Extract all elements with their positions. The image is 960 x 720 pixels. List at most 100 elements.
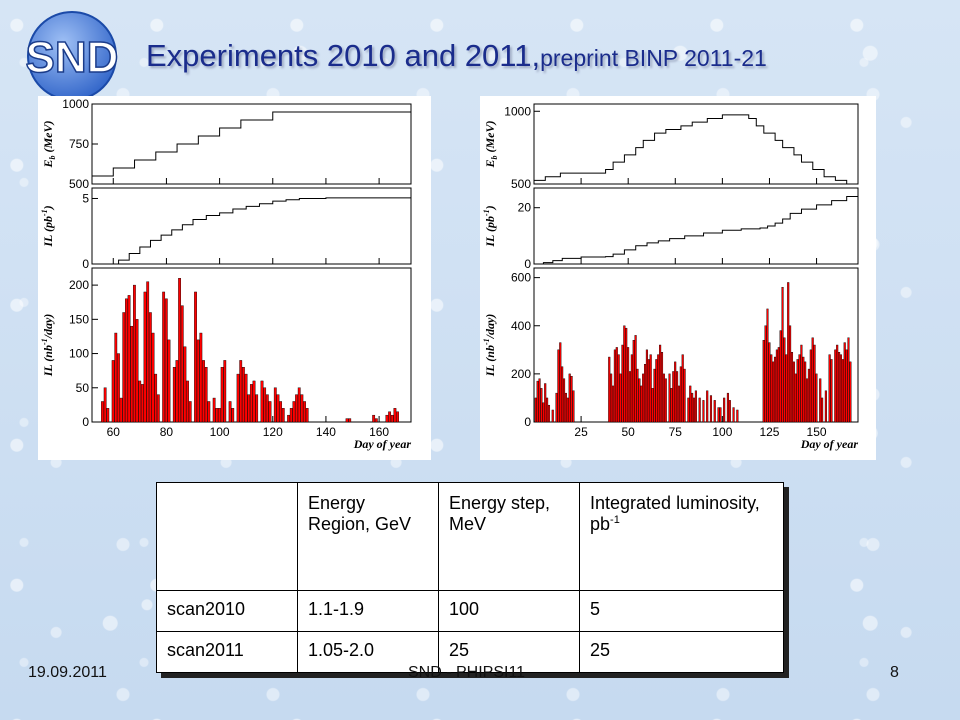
luminosity-bar: [551, 409, 554, 423]
slide-title: Experiments 2010 and 2011,preprint BINP …: [146, 38, 767, 74]
y-tick-label: 100: [69, 347, 89, 361]
y-axis-label-part: IL (pb: [41, 216, 55, 248]
luminosity-bar: [689, 385, 692, 423]
slide-title-main: Experiments 2010 and 2011,: [146, 38, 541, 73]
luminosity-bar: [723, 397, 726, 423]
luminosity-bar: [559, 342, 562, 423]
luminosity-bar: [611, 385, 615, 423]
y-tick-label: 0: [524, 415, 531, 429]
luminosity-bar: [167, 339, 171, 423]
luminosity-bar: [547, 404, 551, 423]
luminosity-bar: [180, 305, 184, 423]
luminosity-bar: [619, 373, 622, 423]
luminosity-bar: [570, 376, 573, 423]
luminosity-bar: [561, 366, 564, 423]
luminosity-bar: [794, 373, 797, 423]
y-axis-label-part: -1: [482, 338, 491, 345]
luminosity-bar: [154, 373, 158, 423]
luminosity-bar: [768, 342, 771, 423]
table-header-blank: [156, 482, 298, 591]
luminosity-bar: [679, 366, 682, 423]
snd-logo-text: SND: [26, 33, 119, 82]
luminosity-bar: [348, 418, 352, 423]
luminosity-bar: [566, 397, 569, 423]
slide-title-sub: preprint BINP 2011-21: [540, 45, 767, 71]
panel-1: 0 20 IL (pb-1): [482, 187, 859, 271]
y-axis-label-part: -1: [482, 209, 491, 216]
luminosity-bar: [643, 364, 647, 423]
luminosity-bar: [779, 330, 782, 423]
table-row: scan2010 1.1-1.9 100 5: [156, 590, 784, 632]
luminosity-bar: [787, 282, 790, 423]
luminosity-bar: [617, 354, 620, 423]
x-tick-label: 100: [712, 425, 732, 439]
luminosity-bar: [838, 352, 841, 423]
luminosity-bar: [164, 298, 168, 423]
luminosity-bar: [279, 401, 283, 423]
y-axis-label-part: b: [490, 155, 499, 159]
luminosity-bar: [726, 392, 729, 423]
luminosity-bar: [133, 284, 136, 423]
panel-frame: [533, 103, 859, 185]
x-tick-label: 60: [107, 425, 121, 439]
y-axis-label-part: IL (nb: [483, 345, 497, 377]
luminosity-bar: [239, 360, 243, 423]
y-axis-label-part: IL (pb: [483, 216, 497, 248]
y-tick-label: 400: [511, 319, 531, 333]
luminosity-bar: [162, 291, 166, 423]
table-cell: 25: [579, 631, 784, 673]
luminosity-bar: [555, 392, 558, 423]
luminosity-bar: [677, 385, 680, 423]
x-tick-label: 50: [622, 425, 636, 439]
y-tick-label: 200: [69, 278, 89, 292]
luminosity-bar: [544, 383, 547, 423]
luminosity-bar: [713, 400, 716, 423]
luminosity-bar: [608, 356, 611, 423]
luminosity-bar: [670, 388, 673, 423]
luminosity-bar: [649, 354, 652, 423]
y-tick-label: 0: [82, 415, 89, 429]
y-axis-label: Eb (MeV): [41, 120, 57, 168]
y-tick-label: 150: [69, 312, 89, 326]
luminosity-bar: [783, 337, 786, 423]
luminosity-bar: [183, 346, 187, 423]
footer-center: SND - PHIPSI11: [408, 664, 526, 681]
luminosity-bar: [268, 401, 272, 423]
luminosity-bar: [694, 390, 697, 423]
luminosity-bar: [568, 373, 571, 423]
luminosity-bar: [798, 354, 801, 423]
luminosity-bar: [236, 373, 240, 423]
luminosity-bar: [657, 354, 660, 423]
luminosity-bar: [836, 344, 839, 423]
luminosity-bar: [255, 394, 259, 423]
plot-scan2010: 500 750 1000 Eb (MeV) 0 5 IL (pb-1) 0 50 100 150 20…: [38, 96, 431, 460]
luminosity-bar: [610, 373, 613, 423]
luminosity-bar: [228, 401, 232, 423]
integrated-luminosity-line: [102, 197, 412, 265]
x-tick-label: 125: [759, 425, 779, 439]
luminosity-bar: [805, 378, 809, 423]
luminosity-bar: [681, 354, 684, 423]
luminosity-bar: [260, 380, 264, 423]
y-tick-label: 500: [511, 177, 531, 191]
luminosity-bar: [196, 339, 200, 423]
panel-0: 500 1000 Eb (MeV): [483, 103, 859, 191]
y-tick-label: 1000: [504, 104, 531, 118]
y-tick-label: 50: [76, 381, 90, 395]
luminosity-bar: [345, 418, 349, 423]
luminosity-bar: [790, 352, 794, 423]
luminosity-bar: [295, 394, 298, 423]
y-axis-label-part: /day): [41, 314, 55, 340]
luminosity-bar: [709, 395, 713, 423]
panel-1: 0 5 IL (pb-1): [40, 187, 412, 271]
x-tick-label: 80: [160, 425, 174, 439]
energy-step-line: [534, 114, 858, 185]
luminosity-bar: [811, 337, 814, 423]
x-axis-label: Day of year: [800, 437, 859, 451]
footer-page-number: 8: [890, 664, 899, 681]
luminosity-bar: [186, 380, 189, 423]
luminosity-bar: [562, 378, 566, 423]
luminosity-bar: [764, 325, 767, 423]
y-axis-label-part: E: [483, 159, 497, 168]
footer-date: 19.09.2011: [28, 664, 107, 681]
